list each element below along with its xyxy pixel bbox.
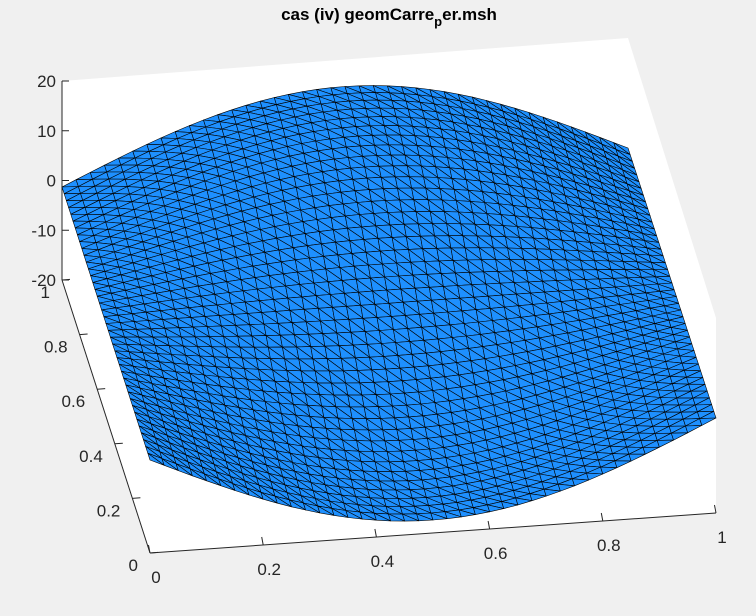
y-tick-mark: [114, 442, 123, 445]
surface-facet: [402, 513, 420, 522]
surface-facet: [529, 493, 547, 502]
surface-facet: [571, 478, 589, 487]
surface-facet: [274, 495, 292, 508]
x-tick-mark: [374, 528, 377, 538]
surface-facet: [218, 478, 236, 491]
y-tick-mark: [97, 388, 106, 390]
surface-facet: [260, 491, 278, 504]
surface-facet: [515, 497, 533, 506]
y-tick-label: 0.4: [79, 447, 103, 466]
x-tick-label: 0.8: [597, 536, 621, 555]
surface-facet: [487, 504, 505, 513]
surface-facet: [444, 511, 462, 520]
x-tick-mark: [714, 504, 717, 514]
surface-facet: [501, 501, 519, 509]
surface-facet: [430, 512, 448, 521]
surface-facet: [472, 507, 490, 515]
y-tick-label: 0.6: [62, 392, 86, 411]
surface-facet: [288, 499, 306, 511]
surface-facet: [359, 511, 377, 521]
surface-facet: [600, 466, 618, 475]
x-tick-mark: [261, 536, 264, 546]
surface-facet: [670, 432, 689, 441]
chart-title-suffix: er.msh: [442, 5, 497, 24]
surface-facet: [656, 439, 674, 448]
surface-facet: [642, 446, 660, 455]
surface-facet: [161, 458, 179, 471]
surface-facet: [204, 473, 222, 487]
chart-title-prefix: cas (iv) geomCarre: [281, 5, 434, 24]
x-tick-label: 0.6: [484, 544, 508, 563]
y-axis-ticks: 0 0.2 0.4 0.6 0.8 1: [41, 278, 159, 575]
x-tick-mark: [148, 544, 151, 554]
surface-facet: [303, 502, 321, 514]
x-tick-label: 0.2: [257, 560, 281, 579]
y-axis-line: [61, 279, 151, 554]
z-tick-label: 10: [37, 122, 56, 141]
surface-facet: [699, 417, 717, 426]
surface-facet: [373, 512, 391, 522]
x-tick-label: 1: [717, 528, 726, 547]
z-tick-label: 20: [37, 72, 56, 91]
y-tick-mark: [132, 497, 141, 499]
chart-title-subscript: p: [434, 14, 442, 29]
surface-facet: [557, 483, 575, 492]
surface-facet: [175, 463, 193, 477]
y-tick-mark: [79, 333, 88, 336]
x-tick-mark: [600, 512, 604, 522]
y-tick-label: 0.2: [97, 501, 121, 520]
x-tick-label: 0: [151, 568, 160, 587]
x-tick-label: 0.4: [371, 552, 395, 571]
surface-facet: [345, 510, 363, 520]
x-axis-line: [149, 512, 717, 554]
y-tick-label: 0.8: [44, 338, 68, 357]
surface-facet: [458, 509, 476, 518]
surface-facet: [317, 505, 335, 516]
surface-mesh: [61, 85, 717, 522]
surface-facet: [246, 487, 264, 500]
surface-facet: [586, 472, 604, 481]
y-tick-mark: [61, 278, 71, 281]
surface-facet: [543, 488, 561, 497]
surface-facet: [388, 513, 406, 522]
surface-facet: [147, 452, 165, 466]
z-axis-ticks: 20 10 0 -10 -20: [31, 72, 69, 290]
surface-facet: [614, 460, 632, 469]
x-tick-mark: [487, 520, 491, 530]
y-tick-label: 0: [129, 556, 138, 575]
z-tick-label: 0: [47, 172, 56, 191]
chart-title: cas (iv) geomCarreper.msh: [281, 5, 497, 29]
surface-facet: [331, 508, 349, 518]
surface-facet: [685, 425, 703, 434]
x-axis-ticks: 0 0.2 0.4 0.6 0.8 1: [148, 504, 727, 587]
y-tick-mark: [149, 551, 159, 554]
z-tick-label: -20: [31, 271, 56, 290]
surface-facet: [232, 483, 250, 496]
z-tick-label: -10: [31, 221, 56, 240]
surface-facet: [416, 513, 434, 522]
surface-facet: [190, 468, 207, 482]
y-tick-label: 1: [41, 283, 50, 302]
surface-facet: [628, 453, 646, 462]
